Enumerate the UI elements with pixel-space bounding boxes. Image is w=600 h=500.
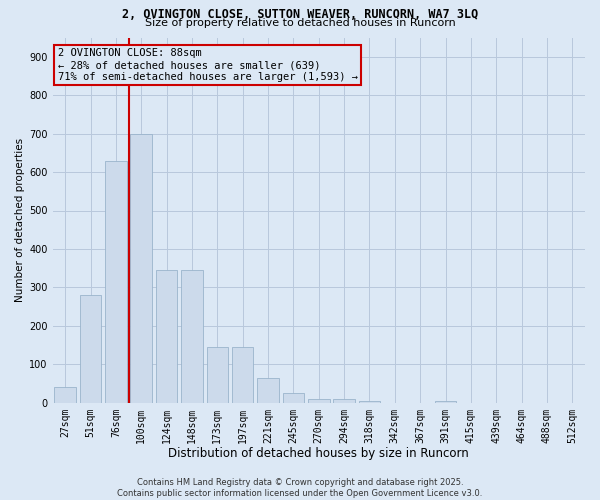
- Bar: [308, 399, 329, 402]
- Bar: [283, 393, 304, 402]
- Bar: [257, 378, 279, 402]
- Bar: [80, 295, 101, 403]
- Bar: [334, 399, 355, 402]
- Bar: [359, 401, 380, 402]
- Bar: [206, 347, 228, 403]
- Bar: [105, 160, 127, 402]
- Text: 2 OVINGTON CLOSE: 88sqm
← 28% of detached houses are smaller (639)
71% of semi-d: 2 OVINGTON CLOSE: 88sqm ← 28% of detache…: [58, 48, 358, 82]
- Text: 2, OVINGTON CLOSE, SUTTON WEAVER, RUNCORN, WA7 3LQ: 2, OVINGTON CLOSE, SUTTON WEAVER, RUNCOR…: [122, 8, 478, 20]
- Text: Contains HM Land Registry data © Crown copyright and database right 2025.
Contai: Contains HM Land Registry data © Crown c…: [118, 478, 482, 498]
- X-axis label: Distribution of detached houses by size in Runcorn: Distribution of detached houses by size …: [169, 447, 469, 460]
- Bar: [130, 134, 152, 402]
- Bar: [55, 388, 76, 402]
- Y-axis label: Number of detached properties: Number of detached properties: [15, 138, 25, 302]
- Bar: [232, 347, 253, 403]
- Text: Size of property relative to detached houses in Runcorn: Size of property relative to detached ho…: [145, 18, 455, 28]
- Bar: [181, 270, 203, 402]
- Bar: [435, 401, 457, 402]
- Bar: [156, 270, 178, 402]
